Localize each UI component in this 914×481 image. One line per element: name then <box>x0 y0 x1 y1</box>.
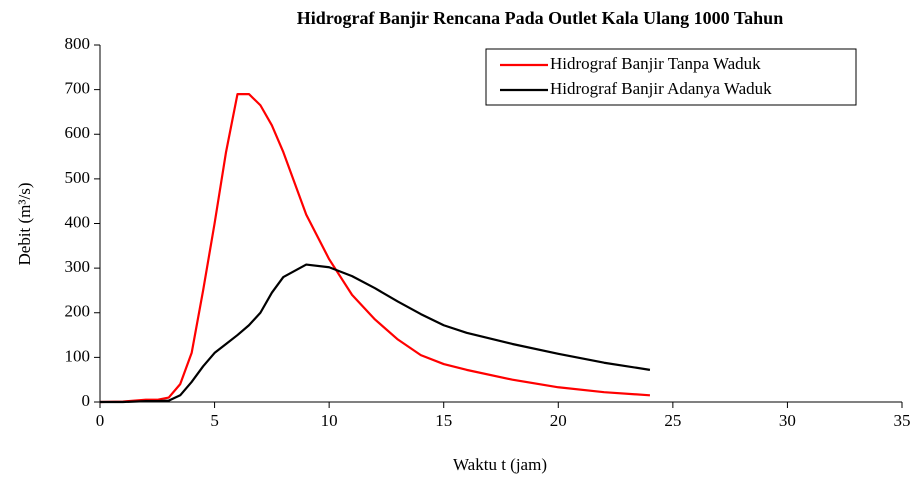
x-tick-label: 0 <box>96 411 105 430</box>
x-tick-label: 15 <box>435 411 452 430</box>
y-tick-label: 300 <box>65 257 91 276</box>
x-tick-label: 20 <box>550 411 567 430</box>
x-axis-label: Waktu t (jam) <box>453 455 547 474</box>
x-tick-label: 10 <box>321 411 338 430</box>
series-line <box>99 92 651 404</box>
series-line <box>100 263 651 404</box>
y-axis-label: Debit (m³/s) <box>15 183 34 266</box>
y-tick-label: 600 <box>65 123 91 142</box>
y-tick-label: 400 <box>65 212 91 231</box>
x-tick-label: 35 <box>894 411 911 430</box>
y-tick-label: 500 <box>65 168 91 187</box>
legend-box <box>485 48 857 106</box>
y-tick-label: 100 <box>65 346 91 365</box>
chart-title: Hidrograf Banjir Rencana Pada Outlet Kal… <box>297 8 783 28</box>
y-tick-label: 0 <box>82 391 91 410</box>
y-tick-label: 700 <box>65 79 91 98</box>
y-tick-label: 800 <box>65 34 91 53</box>
y-tick-label: 200 <box>65 302 91 321</box>
legend-label: Hidrograf Banjir Adanya Waduk <box>550 79 772 98</box>
x-tick-label: 30 <box>779 411 796 430</box>
x-tick-label: 5 <box>210 411 219 430</box>
x-tick-label: 25 <box>664 411 681 430</box>
legend-label: Hidrograf Banjir Tanpa Waduk <box>550 54 761 73</box>
